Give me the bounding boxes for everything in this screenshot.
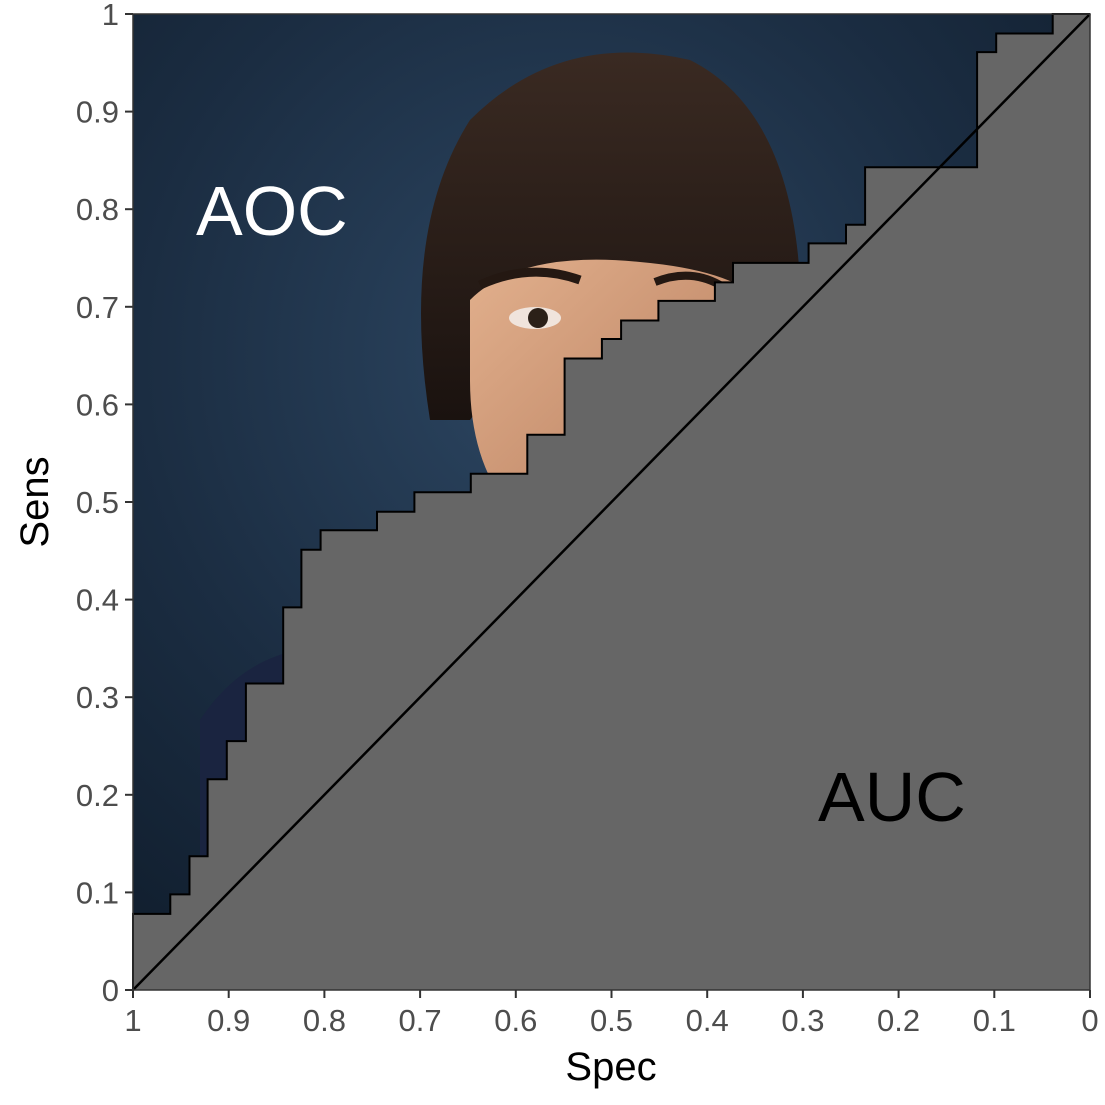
y-axis-title: Sens: [13, 456, 57, 547]
roc-curve-line: [132, 13, 1090, 990]
y-tick-label: 1: [102, 0, 119, 32]
auc-label: AUC: [818, 758, 966, 836]
x-tick-label: 0: [1081, 1003, 1098, 1038]
x-axis: 1 0.9 0.8 0.7 0.6 0.5 0.4 0.3 0.2 0.1 0: [124, 990, 1099, 1038]
y-tick-label: 0.9: [76, 95, 119, 130]
y-tick-label: 0.1: [76, 875, 119, 910]
aoc-label: AOC: [196, 172, 348, 250]
x-tick-label: 0.3: [781, 1003, 824, 1038]
x-tick-label: 0.8: [303, 1003, 346, 1038]
x-tick-label: 0.1: [973, 1003, 1016, 1038]
x-tick-label: 0.2: [877, 1003, 920, 1038]
x-tick-label: 0.6: [494, 1003, 537, 1038]
y-tick-label: 0.5: [76, 485, 119, 520]
y-tick-label: 0.4: [76, 583, 119, 618]
x-tick-label: 0.7: [399, 1003, 442, 1038]
y-tick-label: 0.7: [76, 290, 119, 325]
y-tick-label: 0.6: [76, 387, 119, 422]
y-tick-label: 0.3: [76, 680, 119, 715]
x-tick-label: 1: [124, 1003, 141, 1038]
x-axis-title: Spec: [565, 1045, 656, 1089]
x-tick-label: 0.5: [590, 1003, 633, 1038]
y-tick-label: 0: [102, 973, 119, 1008]
x-tick-label: 0.9: [207, 1003, 250, 1038]
reference-diagonal-line: [132, 13, 1091, 991]
x-tick-label: 0.4: [686, 1003, 729, 1038]
y-tick-label: 0.8: [76, 192, 119, 227]
y-tick-label: 0.2: [76, 778, 119, 813]
y-axis: 0 0.1 0.2 0.3 0.4 0.5 0.6 0.7 0.8 0.9 1: [76, 0, 133, 1008]
